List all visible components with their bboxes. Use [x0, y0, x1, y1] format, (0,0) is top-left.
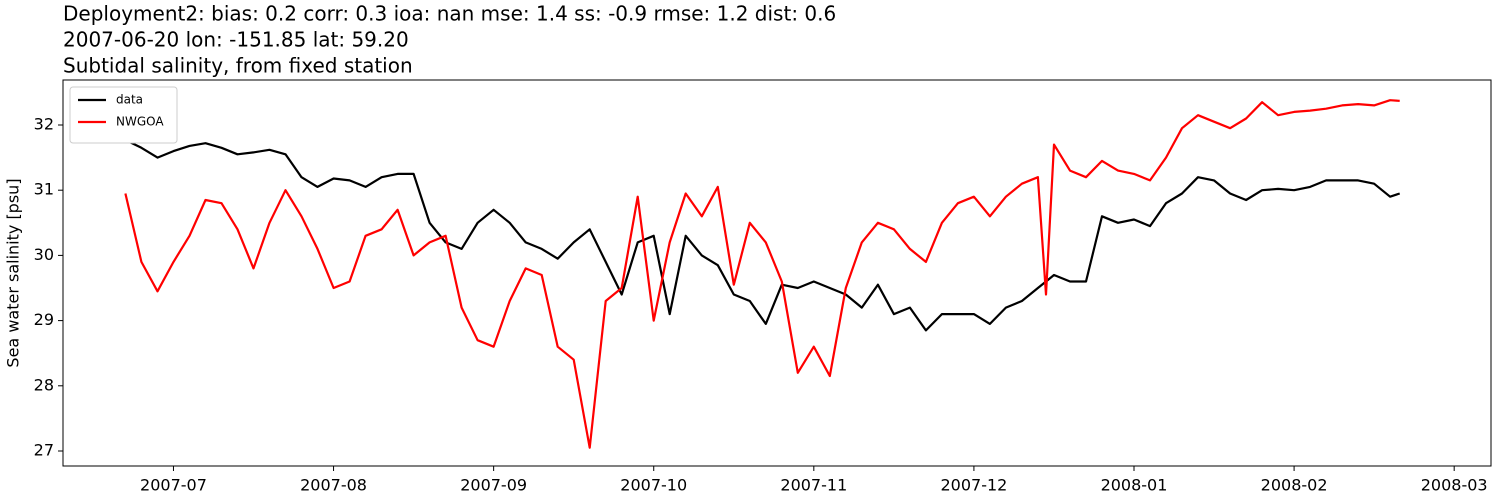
line-series	[124, 99, 1400, 449]
y-axis-label: Sea water salinity [psu]	[4, 178, 23, 367]
x-tick-label: 2008-01	[1101, 476, 1168, 495]
legend-label: data	[116, 93, 143, 107]
x-tick-label: 2007-07	[140, 476, 207, 495]
x-tick-label: 2007-09	[460, 476, 527, 495]
y-tick-label: 28	[34, 375, 54, 394]
x-tick-label: 2007-10	[620, 476, 687, 495]
chart-subtitle: Subtidal salinity, from fixed station	[63, 54, 413, 78]
x-tick-label: 2007-12	[940, 476, 1007, 495]
line-series	[124, 139, 1401, 332]
y-tick-label: 27	[34, 441, 54, 460]
chart-title: Deployment2: bias: 0.2 corr: 0.3 ioa: na…	[63, 2, 836, 26]
legend-label: NWGOA	[116, 115, 164, 129]
plot-frame	[62, 79, 1492, 467]
y-tick-label: 31	[34, 180, 54, 199]
x-tick-label: 2007-08	[300, 476, 367, 495]
x-tick-label: 2007-11	[780, 476, 847, 495]
x-tick-label: 2008-03	[1421, 476, 1488, 495]
chart-subtitle: 2007-06-20 lon: -151.85 lat: 59.20	[63, 28, 409, 52]
y-tick-label: 30	[34, 245, 54, 264]
x-tick-label: 2008-02	[1261, 476, 1328, 495]
y-tick-label: 29	[34, 310, 54, 329]
y-tick-label: 32	[34, 114, 54, 133]
